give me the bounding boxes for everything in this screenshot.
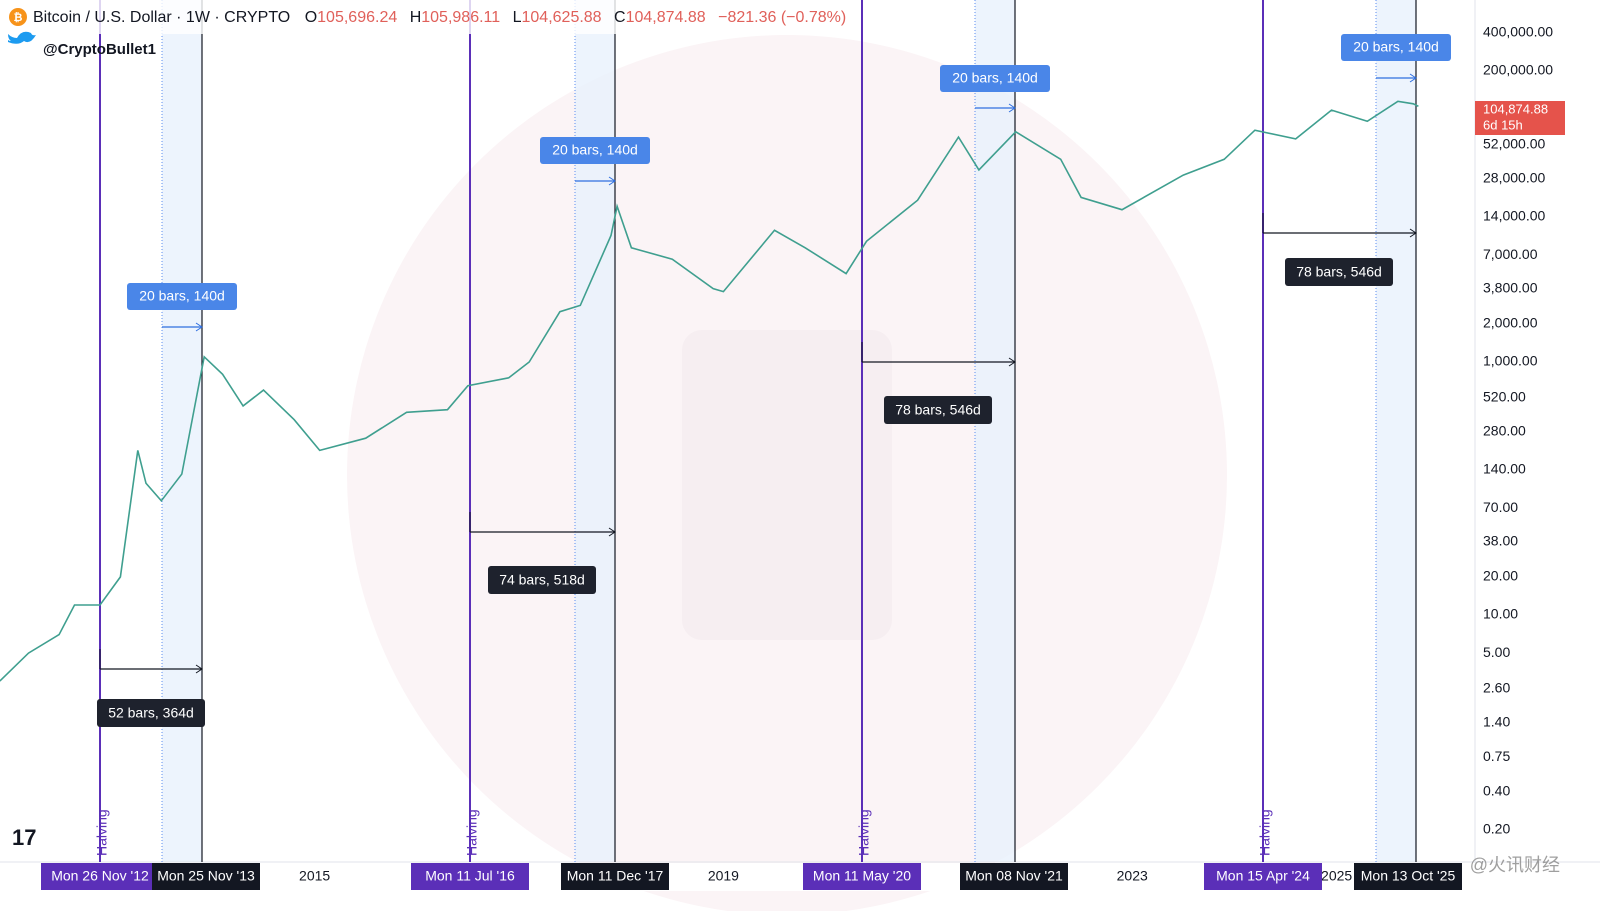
coin-icon [9,8,27,26]
halving-date-box [411,863,529,890]
y-tick-label: 7,000.00 [1483,246,1538,262]
halving-date-box [1204,863,1322,890]
run-arrow-head [608,527,616,537]
y-tick-label: 52,000.00 [1483,136,1545,152]
x-tick-label: 2019 [708,868,739,884]
halving-date: Mon 15 Apr '24 [1216,868,1310,884]
halving-date: Mon 26 Nov '12 [51,868,149,884]
twitter-icon [8,31,36,44]
tail-label: 20 bars, 140d [552,142,638,158]
halving-label: Halving [856,809,872,856]
peak-date-box [1354,863,1462,890]
coin-icon-glyph: ₿ [14,12,23,24]
y-tick-label: 0.20 [1483,821,1510,837]
y-tick-label: 400,000.00 [1483,24,1553,40]
y-tick-label: 28,000.00 [1483,170,1545,186]
run-arrow-head [1409,228,1417,238]
last-price-box [1475,101,1565,135]
halving-date: Mon 11 May '20 [813,868,911,884]
y-tick-label: 2.60 [1483,680,1510,696]
y-tick-label: 5.00 [1483,644,1510,660]
run-label: 78 bars, 546d [895,402,981,418]
halving-label: Halving [1257,809,1273,856]
halving-label: Halving [464,809,480,856]
y-tick-label: 20.00 [1483,568,1518,584]
x-tick-label: 2023 [1117,868,1148,884]
tail-zone [975,0,1015,862]
tail-label-box [540,137,650,164]
y-tick-label: 140.00 [1483,461,1526,477]
peak-date: Mon 11 Dec '17 [567,868,664,884]
y-tick-label: 70.00 [1483,499,1518,515]
peak-date-box [561,863,669,890]
countdown: 6d 15h [1483,117,1523,132]
halving-date: Mon 11 Jul '16 [425,868,515,884]
symbol[interactable]: Bitcoin / U.S. Dollar · 1W · CRYPTO [33,9,290,26]
halving-date-box [803,863,921,890]
run-label-box [488,566,596,594]
tail-arrow-head [195,322,203,332]
tail-arrow-head [1008,103,1016,113]
tail-label-box [940,65,1050,92]
watermark: @火讯财经 [1470,855,1560,875]
tv-logo: 17 [12,825,36,850]
y-tick-label: 0.40 [1483,783,1510,799]
y-tick-label: 0.75 [1483,748,1510,764]
halving-label: Halving [94,809,110,856]
ohlc-key: C [614,9,626,26]
tail-zone [1376,0,1416,862]
halving-date-box [41,863,159,890]
peak-date-box [960,863,1068,890]
x-tick-label: 2015 [299,868,330,884]
ohlc-value: 104,625.88 [522,9,602,26]
tail-arrow-head [608,176,616,186]
change: −821.36 (−0.78%) [718,9,846,26]
ohlc-value: 105,986.11 [421,9,500,26]
y-tick-label: 280.00 [1483,423,1526,439]
ohlc-key: L [513,9,522,26]
tail-label: 20 bars, 140d [139,288,225,304]
tail-label-box [1341,34,1451,61]
tail-label: 20 bars, 140d [952,70,1038,86]
y-tick-label: 3,800.00 [1483,279,1538,295]
last-price: 104,874.88 [1483,101,1548,116]
y-tick-label: 14,000.00 [1483,208,1545,224]
run-label: 52 bars, 364d [108,705,194,721]
run-arrow-head [195,664,203,674]
watermark-logo [682,330,892,640]
run-arrow-head [1008,357,1016,367]
y-tick-label: 200,000.00 [1483,62,1553,78]
run-label: 78 bars, 546d [1296,264,1382,280]
author: @CryptoBullet1 [43,41,156,58]
x-tick-label: 2025 [1321,868,1352,884]
ohlc-key: H [410,9,422,26]
ohlc-value: 105,696.24 [317,9,397,26]
price-line [0,100,1419,682]
ohlc-header: Bitcoin / U.S. Dollar · 1W · CRYPTO O105… [33,9,846,26]
peak-date-box [152,863,260,890]
run-label-box [97,699,205,727]
ohlc-key: O [305,9,317,26]
peak-date: Mon 13 Oct '25 [1361,868,1456,884]
run-label: 74 bars, 518d [499,572,585,588]
y-tick-label: 38.00 [1483,532,1518,548]
y-tick-label: 1,000.00 [1483,353,1538,369]
y-tick-label: 10.00 [1483,606,1518,622]
peak-date: Mon 08 Nov '21 [965,868,1063,884]
peak-date: Mon 25 Nov '13 [157,868,255,884]
ohlc-value: 104,874.88 [626,9,706,26]
tail-zone [575,0,615,862]
header-bg [0,0,860,34]
tail-label-box [127,283,237,310]
tail-label: 20 bars, 140d [1353,39,1439,55]
y-tick-label: 1.40 [1483,714,1510,730]
run-label-box [884,396,992,424]
tail-arrow-head [1409,73,1417,83]
y-tick-label: 520.00 [1483,389,1526,405]
y-tick-label: 2,000.00 [1483,315,1538,331]
run-label-box [1285,258,1393,286]
tail-zone [162,0,202,862]
